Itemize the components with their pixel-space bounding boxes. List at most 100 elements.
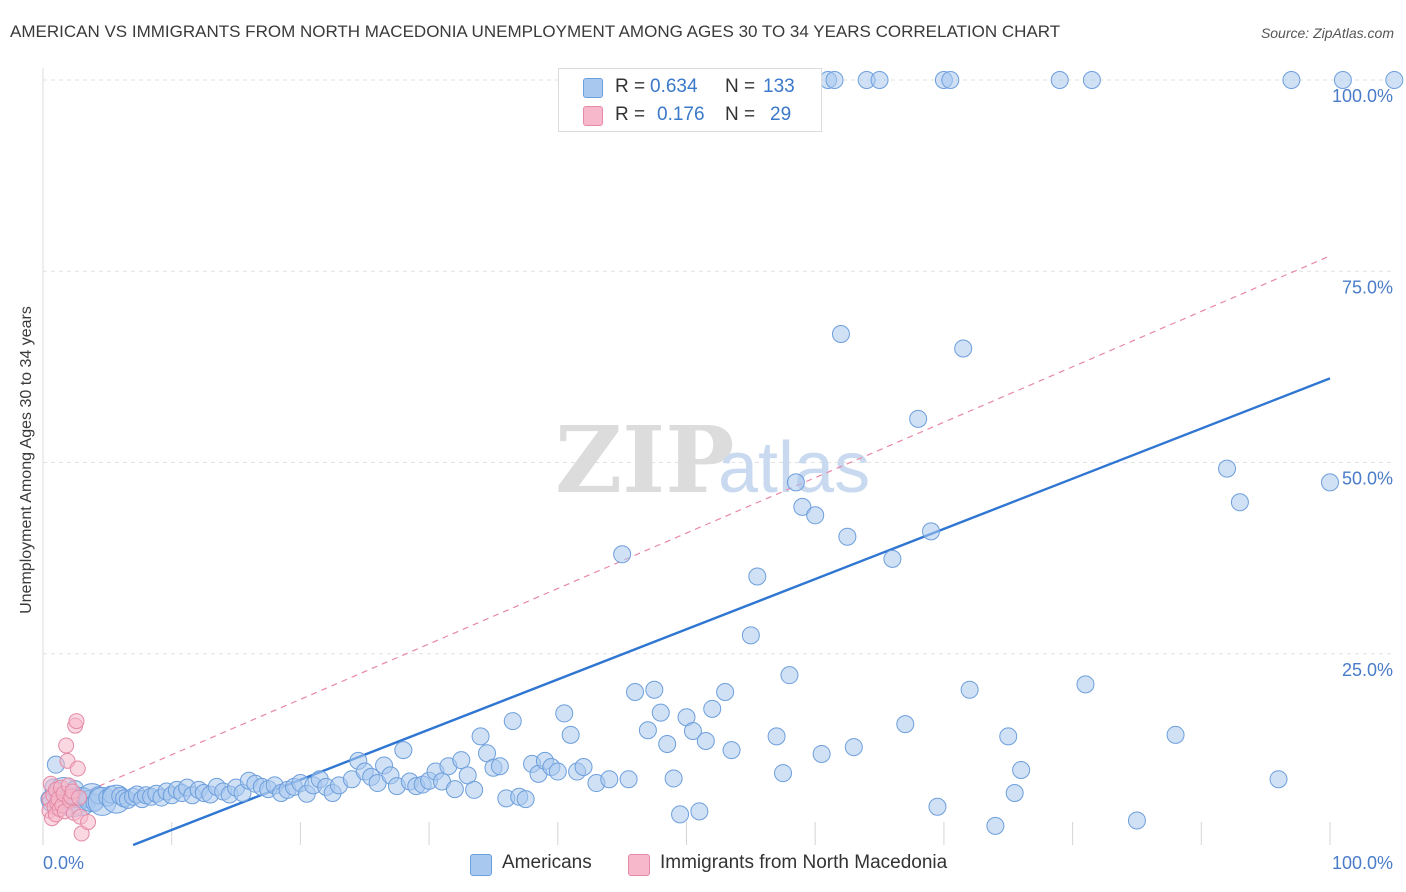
americans-point: [690, 802, 709, 821]
r-value: 0.176: [657, 104, 705, 125]
americans-point: [452, 751, 471, 770]
americans-point: [786, 473, 805, 492]
immigrants-point: [80, 814, 97, 831]
americans-point: [1282, 71, 1301, 89]
stats-row-immigrants: R = 0.176 N = 29: [559, 101, 821, 129]
americans-point: [1218, 459, 1237, 478]
americans-point: [986, 816, 1005, 835]
americans-point: [793, 497, 812, 516]
americans-point: [1269, 770, 1288, 789]
americans-point: [960, 680, 979, 699]
americans-point: [896, 715, 915, 734]
americans-point: [1076, 675, 1095, 694]
americans-trendline: [132, 377, 1331, 847]
x-tick-label: 100.0%: [1332, 853, 1393, 873]
americans-point: [1230, 493, 1249, 512]
americans-point: [844, 738, 863, 757]
americans-legend-swatch: [470, 854, 492, 876]
americans-point: [722, 741, 741, 760]
americans-point: [671, 805, 690, 824]
data-points: [40, 71, 1404, 842]
americans-point: [780, 666, 799, 685]
tick-labels: 25.0% 50.0% 75.0% 100.0% 0.0% 100.0%: [43, 86, 1393, 873]
americans-point: [394, 741, 413, 760]
n-value: 29: [770, 104, 792, 125]
x-tick-label: 0.0%: [43, 853, 84, 873]
americans-swatch: [583, 78, 603, 98]
americans-point: [1005, 783, 1024, 802]
r-label: R =: [615, 76, 646, 97]
immigrants-point: [68, 713, 85, 730]
americans-point: [838, 527, 857, 546]
americans-point: [922, 522, 941, 541]
americans-point: [883, 549, 902, 568]
americans-legend-label: Americans: [502, 852, 592, 873]
americans-point: [741, 626, 760, 645]
americans-point: [1012, 761, 1031, 780]
americans-point: [703, 699, 722, 718]
immigrants-swatch: [583, 106, 603, 126]
americans-point: [445, 780, 464, 799]
americans-point: [658, 735, 677, 754]
americans-point: [825, 71, 844, 89]
trendlines: [68, 255, 1331, 847]
americans-point: [1385, 71, 1404, 89]
americans-point: [600, 770, 619, 789]
americans-point: [626, 683, 645, 701]
americans-point: [716, 683, 735, 701]
y-tick-label: 75.0%: [1342, 277, 1393, 297]
watermark: ZIP atlas: [555, 406, 870, 514]
americans-point: [465, 780, 484, 799]
americans-point: [999, 727, 1018, 746]
americans-point: [561, 725, 580, 744]
y-axis-label-wrap: Unemployment Among Ages 30 to 34 years: [4, 260, 50, 660]
americans-point: [645, 680, 664, 699]
americans-point: [638, 721, 657, 740]
stats-row-americans: R = 0.634 N = 133: [559, 73, 821, 101]
americans-point: [806, 506, 825, 525]
y-axis-label: Unemployment Among Ages 30 to 34 years: [18, 306, 35, 614]
americans-point: [941, 71, 960, 89]
americans-point: [664, 769, 683, 788]
americans-point: [503, 712, 522, 731]
immigrants-legend-label: Immigrants from North Macedonia: [660, 852, 948, 873]
stats-legend: R = 0.634 N = 133 R = 0.176 N = 29: [558, 68, 822, 132]
americans-point: [619, 770, 638, 789]
americans-point: [548, 762, 567, 781]
immigrants-trendline: [68, 255, 1331, 800]
y-tick-label: 25.0%: [1342, 660, 1393, 680]
americans-point: [909, 409, 928, 428]
watermark-zip: ZIP: [555, 406, 734, 514]
immigrants-point: [71, 789, 88, 806]
americans-point: [767, 727, 786, 746]
americans-point: [1127, 811, 1146, 830]
americans-point: [490, 757, 509, 776]
n-label: N =: [725, 76, 756, 97]
americans-point: [928, 797, 947, 816]
americans-point: [1050, 71, 1069, 89]
americans-point: [651, 703, 670, 722]
americans-point: [870, 71, 889, 89]
americans-point: [574, 757, 593, 776]
chart-title: AMERICAN VS IMMIGRANTS FROM NORTH MACEDO…: [10, 22, 1061, 41]
watermark-atlas: atlas: [718, 428, 870, 508]
n-label: N =: [725, 104, 756, 125]
r-value: 0.634: [650, 76, 698, 97]
americans-point: [471, 727, 490, 746]
americans-point: [1321, 473, 1339, 492]
americans-point: [696, 731, 715, 750]
americans-point: [954, 339, 973, 358]
n-value: 133: [763, 76, 795, 97]
americans-point: [1333, 71, 1352, 89]
immigrants-legend-swatch: [628, 854, 650, 876]
source-label: Source: ZipAtlas.com: [1260, 25, 1394, 41]
americans-point: [683, 722, 702, 741]
americans-point: [613, 545, 632, 564]
americans-point: [831, 324, 850, 343]
americans-point: [516, 790, 535, 809]
y-tick-label: 100.0%: [1332, 86, 1393, 106]
r-label: R =: [615, 104, 646, 125]
americans-point: [748, 567, 767, 586]
americans-point: [812, 744, 831, 763]
